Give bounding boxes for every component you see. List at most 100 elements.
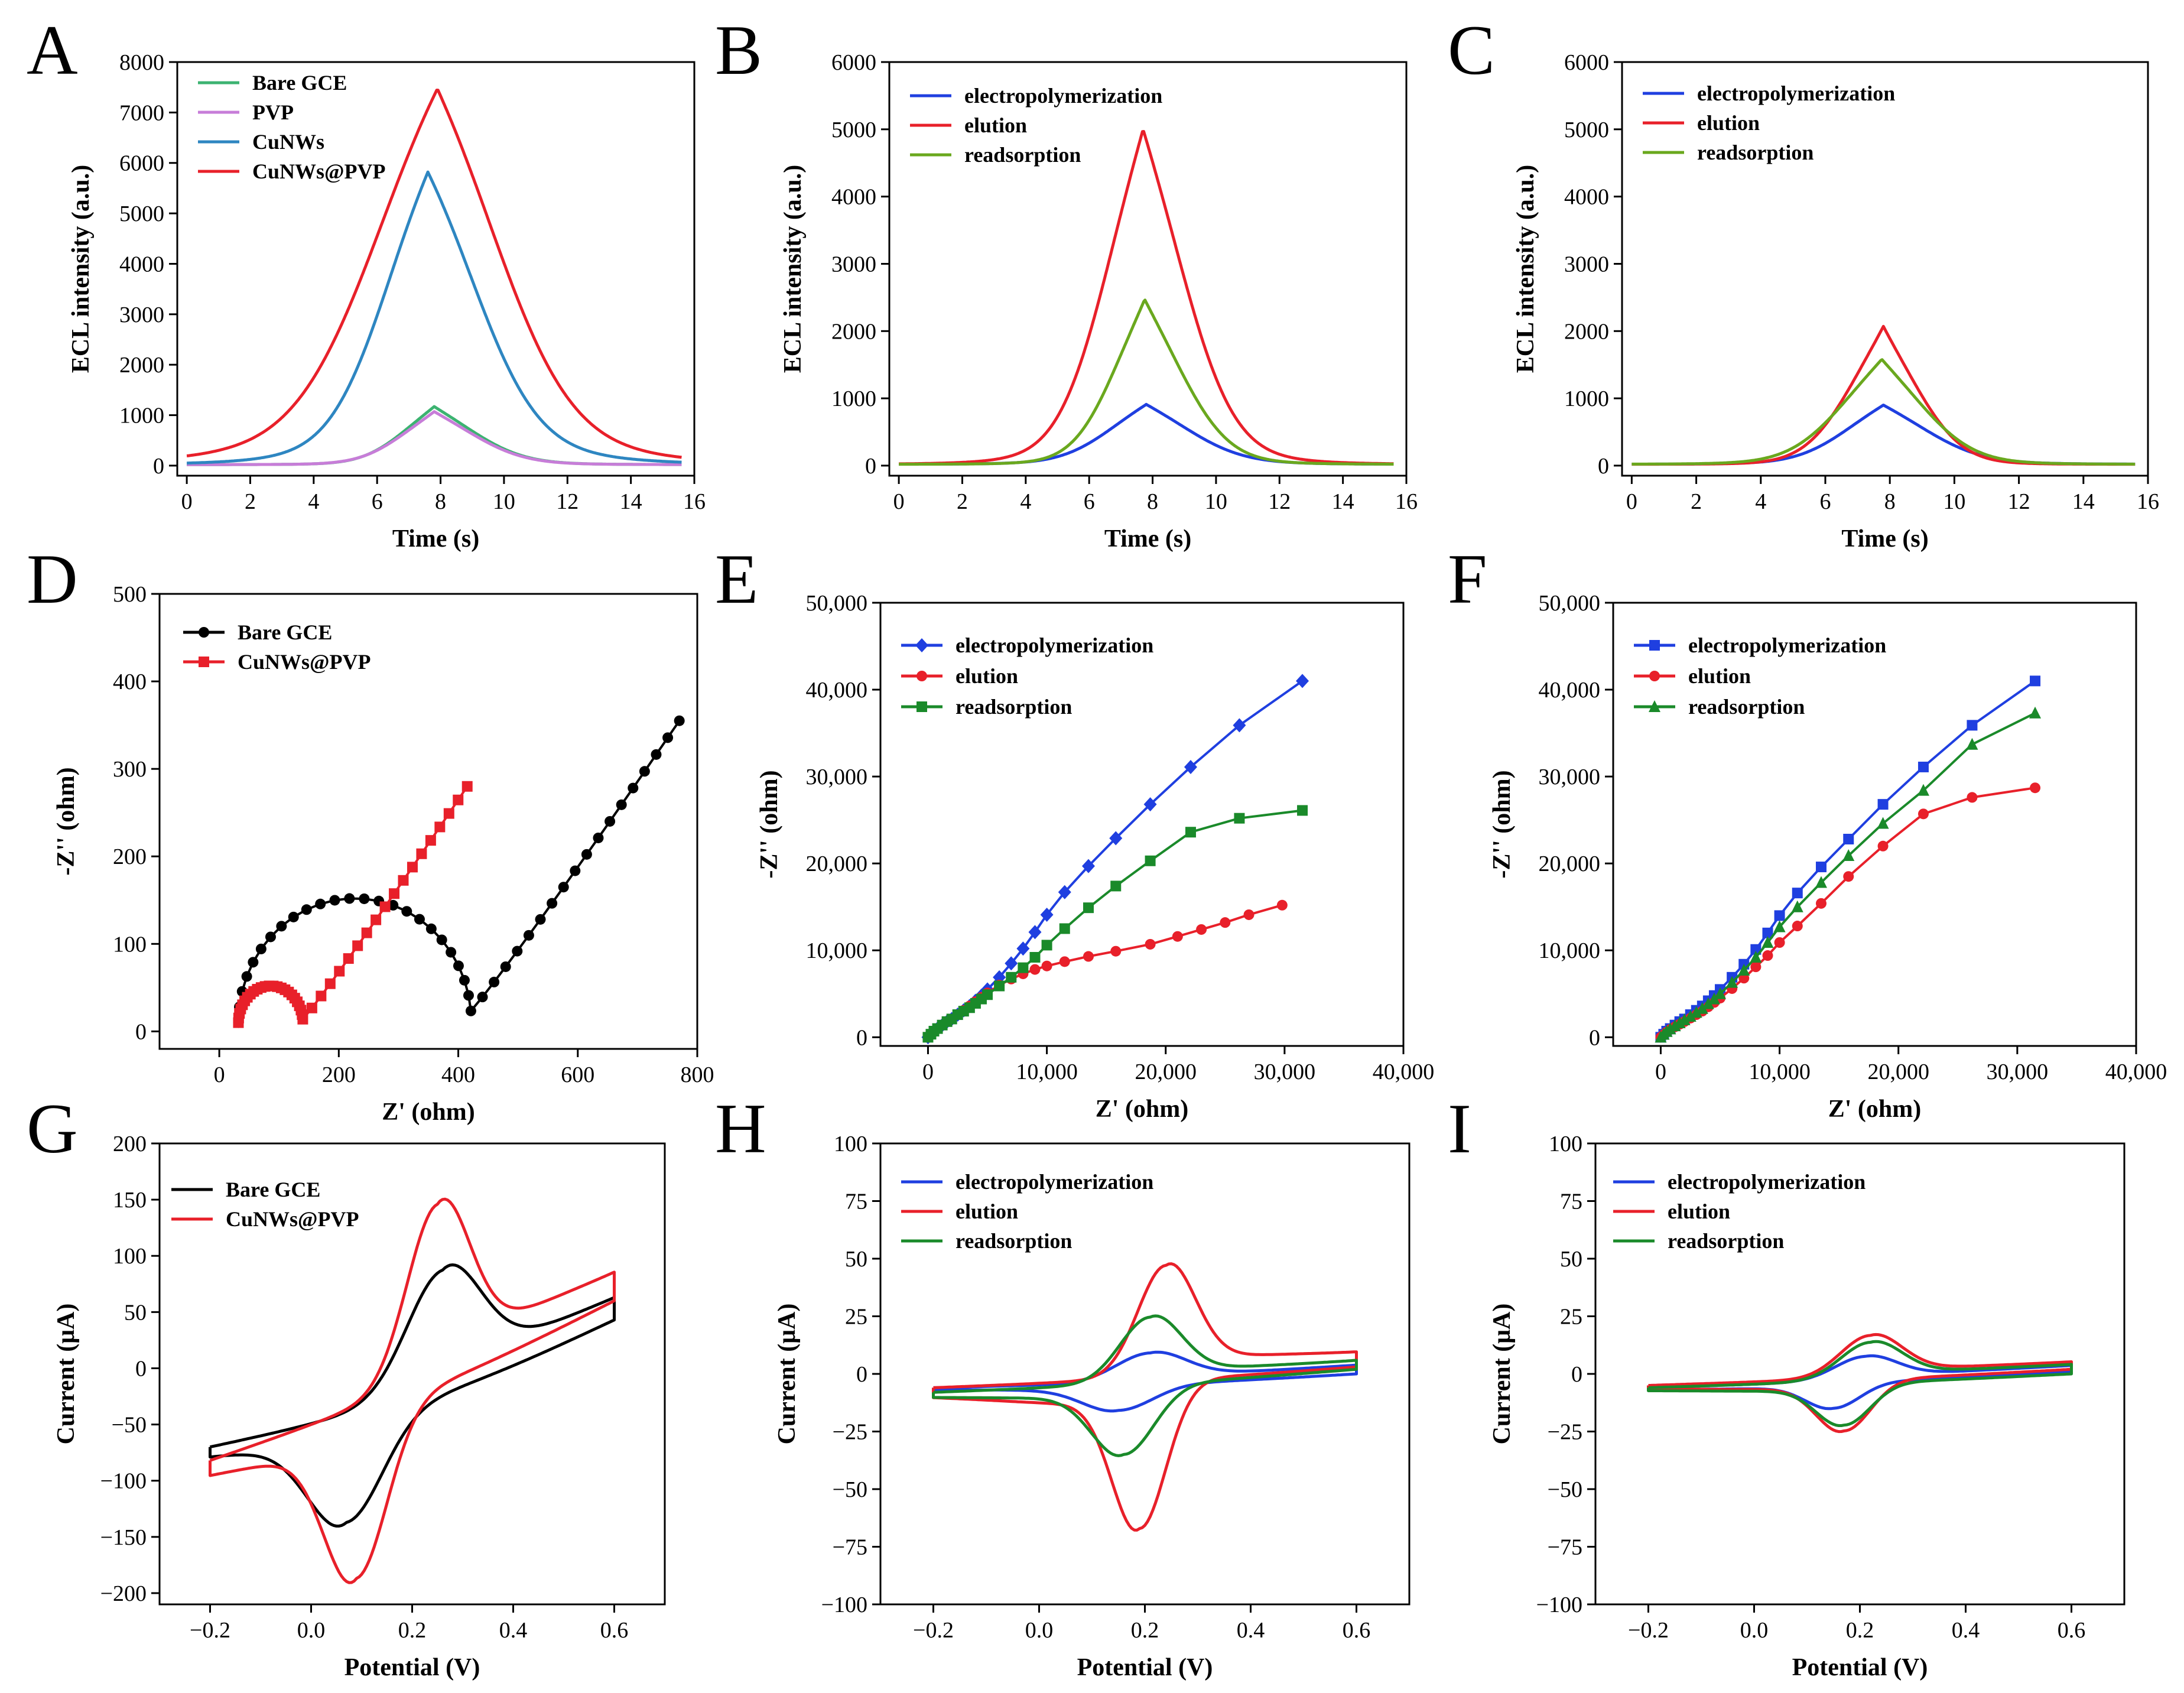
y-tick-label: 10,000 bbox=[1539, 938, 1601, 963]
panel-d: D 0 200 400 600 800 0 100 200 300 400 500 Z' (ohm) -Z… bbox=[27, 540, 714, 1126]
data-point bbox=[2030, 782, 2041, 794]
x-tick-label: 12 bbox=[1268, 489, 1291, 514]
x-tick-label: 16 bbox=[1395, 489, 1418, 514]
y-tick-label: 0 bbox=[1571, 1362, 1582, 1387]
data-point bbox=[359, 893, 370, 904]
y-tick-label: 50 bbox=[845, 1247, 867, 1272]
data-point bbox=[401, 906, 412, 917]
data-point bbox=[1005, 956, 1018, 971]
x-axis-label: Z' (ohm) bbox=[382, 1099, 475, 1126]
plot-area bbox=[898, 130, 1394, 466]
series-line-electropolymerization bbox=[927, 680, 1304, 1038]
data-point bbox=[477, 992, 488, 1003]
data-point bbox=[994, 980, 1005, 992]
data-point bbox=[1185, 827, 1196, 838]
data-point bbox=[1196, 924, 1207, 935]
y-tick-label: 6000 bbox=[831, 50, 876, 75]
x-tick-label: 4 bbox=[308, 489, 319, 514]
data-point bbox=[316, 990, 327, 1002]
legend-label: electropolymerization bbox=[956, 1170, 1153, 1194]
panel-letter: C bbox=[1448, 11, 1495, 89]
data-point bbox=[446, 947, 457, 958]
legend-label: electropolymerization bbox=[1688, 633, 1886, 657]
data-point bbox=[388, 899, 399, 911]
data-point bbox=[459, 974, 470, 986]
y-tick-label: 75 bbox=[1560, 1190, 1582, 1214]
data-point bbox=[1877, 799, 1889, 810]
y-tick-label: −75 bbox=[833, 1535, 867, 1560]
y-tick-label: 30,000 bbox=[1539, 765, 1601, 789]
plot-area bbox=[1632, 324, 2136, 466]
plot-frame bbox=[1612, 602, 2137, 1047]
data-point bbox=[329, 895, 340, 906]
legend-marker bbox=[1649, 640, 1660, 651]
plot-frame bbox=[176, 61, 696, 477]
y-axis-label: ECL intensity (a.u.) bbox=[1512, 165, 1539, 373]
data-point bbox=[639, 766, 650, 777]
legend: electropolymerization elution readsorption bbox=[901, 1170, 1153, 1253]
x-tick-label: 4 bbox=[1020, 489, 1031, 514]
y-tick-label: 400 bbox=[113, 670, 147, 694]
data-point bbox=[1792, 888, 1803, 899]
data-point bbox=[1297, 805, 1308, 816]
data-point bbox=[1750, 951, 1762, 963]
panel-letter: E bbox=[715, 540, 758, 618]
x-tick-label: 16 bbox=[683, 489, 706, 514]
data-point bbox=[1184, 759, 1197, 774]
y-tick-label: 40,000 bbox=[1539, 678, 1601, 703]
y-tick-label: 0 bbox=[865, 454, 876, 479]
panel-h: H −0.2 0.0 0.2 0.4 0.6 −100 −75 −50 −25 0 25 50 75 100… bbox=[715, 1089, 1410, 1681]
series-line-pvp bbox=[186, 410, 682, 466]
data-point bbox=[1110, 945, 1122, 957]
panel-e: E 0 10,000 20,000 30,000 40,000 0 10,000 20,000 3… bbox=[715, 540, 1434, 1123]
data-point bbox=[500, 961, 511, 972]
x-tick-label: 0.0 bbox=[1740, 1618, 1769, 1643]
legend-marker bbox=[916, 671, 927, 681]
x-tick-label: 6 bbox=[1819, 489, 1831, 514]
data-point bbox=[389, 888, 400, 899]
series-line-readsorption bbox=[1647, 1340, 2073, 1427]
data-point bbox=[674, 715, 685, 726]
x-tick-label: 20,000 bbox=[1867, 1060, 1929, 1084]
y-tick-label: 3000 bbox=[119, 303, 164, 327]
data-point bbox=[398, 875, 409, 886]
x-tick-label: 800 bbox=[681, 1062, 714, 1087]
data-point bbox=[1877, 840, 1889, 852]
x-tick-label: 16 bbox=[2137, 489, 2159, 514]
panel-g: G −0.2 0.0 0.2 0.4 0.6 −200 −150 −100 −50 0 50 100 15… bbox=[27, 1089, 666, 1681]
y-tick-label: 100 bbox=[1549, 1132, 1582, 1156]
data-point bbox=[436, 934, 447, 945]
data-point bbox=[334, 966, 345, 977]
panel-letter: F bbox=[1448, 540, 1487, 618]
data-point bbox=[1109, 831, 1123, 846]
y-tick-label: 1000 bbox=[119, 404, 164, 428]
x-tick-label: 10,000 bbox=[1748, 1060, 1811, 1084]
y-tick-label: 50 bbox=[124, 1300, 147, 1325]
legend-label: Bare GCE bbox=[252, 71, 347, 95]
x-axis-label: Potential (V) bbox=[1792, 1654, 1928, 1681]
data-point bbox=[1815, 876, 1827, 888]
y-tick-label: 4000 bbox=[1564, 185, 1609, 210]
data-point bbox=[1762, 936, 1774, 948]
data-point bbox=[1145, 855, 1156, 866]
x-tick-label: 14 bbox=[2072, 489, 2095, 514]
y-tick-label: 5000 bbox=[831, 118, 876, 142]
x-tick-label: 14 bbox=[620, 489, 642, 514]
data-point bbox=[465, 1005, 476, 1016]
data-point bbox=[535, 914, 546, 925]
data-point bbox=[1843, 871, 1854, 882]
plot-frame bbox=[1621, 61, 2149, 477]
x-tick-label: 0.0 bbox=[1025, 1618, 1054, 1643]
data-point bbox=[593, 832, 604, 843]
x-tick-label: 0.4 bbox=[499, 1618, 528, 1643]
legend-label: electropolymerization bbox=[964, 84, 1162, 108]
data-point bbox=[1714, 987, 1727, 999]
panel-a: A 0 2 4 6 8 10 12 14 16 0 1000 2000 3000 4000 5000 6000 7… bbox=[27, 11, 706, 553]
plot-area bbox=[186, 89, 682, 466]
legend-marker bbox=[199, 657, 209, 667]
y-tick-label: −100 bbox=[100, 1469, 147, 1494]
data-point bbox=[297, 1013, 308, 1025]
x-tick-label: 8 bbox=[1147, 489, 1158, 514]
data-point bbox=[1018, 962, 1029, 973]
legend-label: elution bbox=[964, 113, 1027, 137]
